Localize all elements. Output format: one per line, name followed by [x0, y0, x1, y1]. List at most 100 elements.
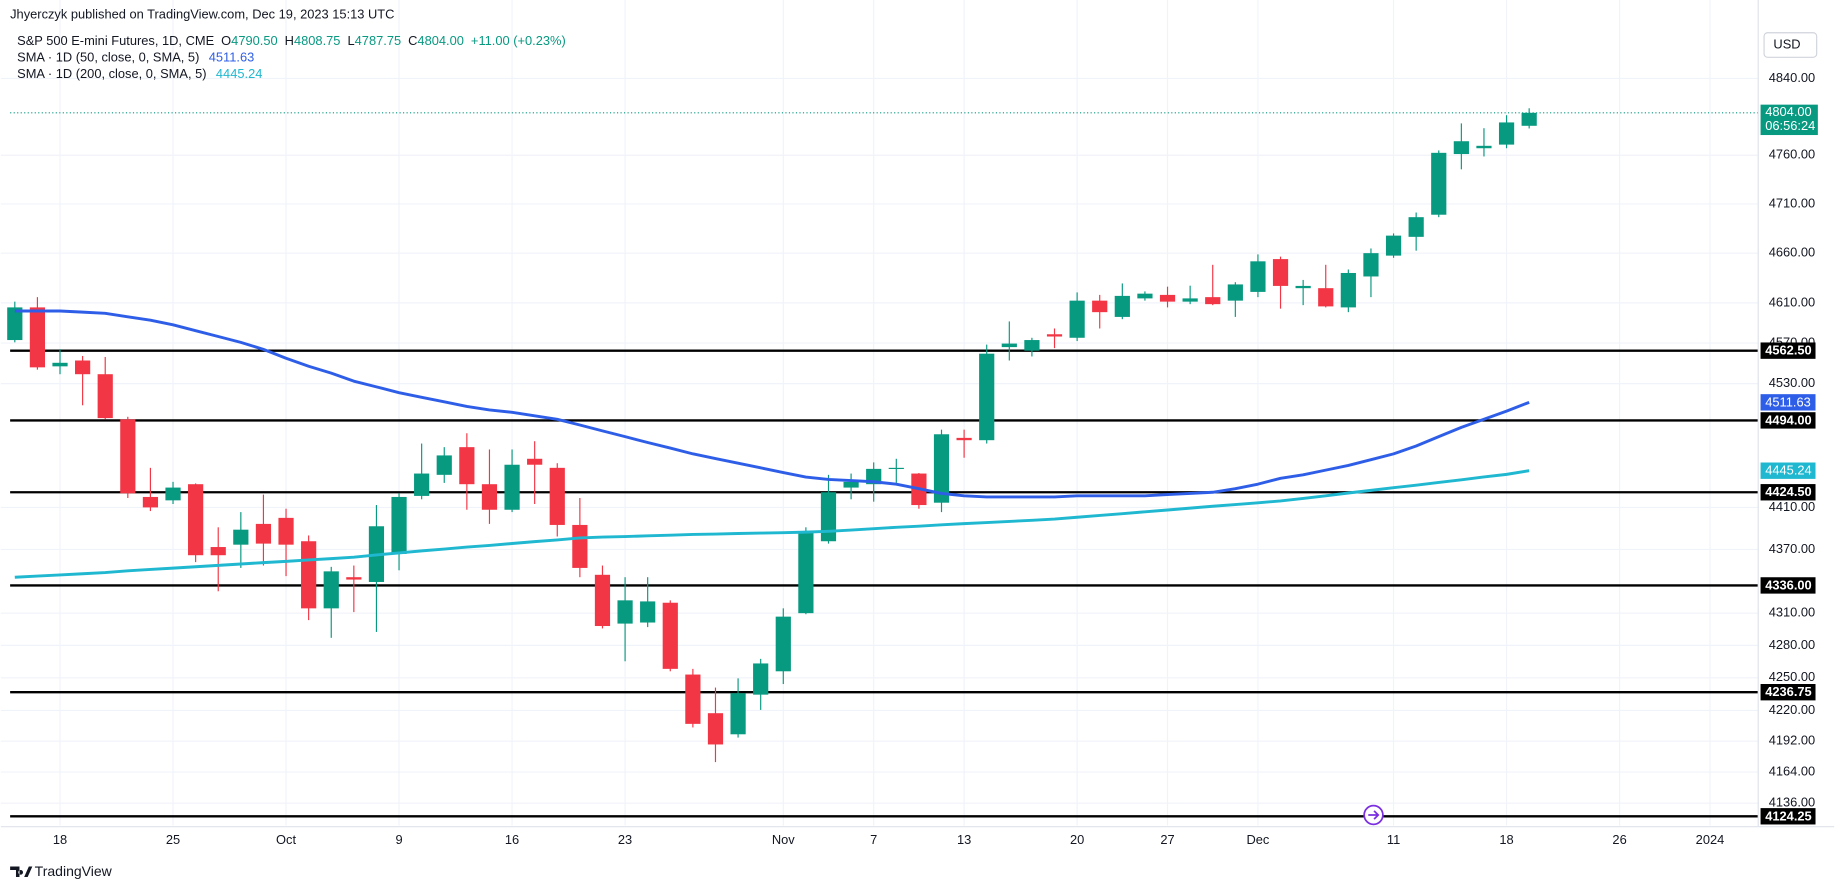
candle-body [527, 458, 543, 465]
candle-body [52, 362, 68, 367]
candle-body [1046, 334, 1063, 337]
x-tick-label: 18 [1499, 832, 1513, 847]
candle-body [707, 713, 724, 745]
sma200-legend: SMA · 1D (200, close, 0, SMA, 5) 4445.24 [17, 66, 262, 81]
candle-body [120, 419, 136, 494]
published-line: Jhyerczyk published on TradingView.com, … [10, 7, 394, 22]
currency-label[interactable]: USD [1773, 36, 1800, 51]
candle-body [1431, 152, 1447, 215]
y-tick-label: 4164.00 [1769, 763, 1815, 778]
level-badge [1760, 342, 1816, 359]
candle-body [278, 517, 294, 545]
footer-logo: TradingView [10, 863, 113, 879]
y-tick-label: 4310.00 [1769, 605, 1815, 620]
candle-body [572, 524, 588, 568]
candle-body [753, 663, 769, 695]
sma-badge [1760, 394, 1816, 411]
countdown-label: 06:56:24 [1765, 118, 1815, 133]
high-value: 4808.75 [294, 33, 340, 48]
y-tick-label: 4840.00 [1769, 70, 1815, 85]
candle-body [1182, 298, 1198, 302]
candle-body [1453, 141, 1469, 155]
candle-body [346, 577, 362, 580]
candle-body [594, 574, 611, 627]
low-label: L [347, 33, 354, 48]
candle-body [233, 529, 249, 545]
candle-body [97, 374, 113, 419]
candle-body [798, 532, 814, 614]
candle-body [820, 492, 837, 542]
sma-badge-label: 4445.24 [1765, 463, 1811, 478]
candle-body [979, 353, 995, 441]
candle-body [685, 674, 701, 724]
candle-body [210, 547, 226, 556]
open-value: 4790.50 [231, 33, 277, 48]
sma200-value: 4445.24 [216, 66, 262, 81]
candle-body [1137, 293, 1153, 299]
candle-body [1114, 295, 1130, 317]
x-tick-label: 16 [505, 832, 519, 847]
x-tick-label: 25 [166, 832, 180, 847]
candle-body [255, 523, 272, 544]
level-label: 4424.50 [1765, 484, 1811, 499]
candle-body [888, 467, 904, 470]
close-value: 4804.00 [417, 33, 463, 48]
currency-button[interactable]: USD [1763, 32, 1818, 58]
y-tick-label: 4192.00 [1769, 733, 1815, 748]
level-badge [1760, 484, 1816, 501]
alert-icon[interactable] [1363, 804, 1384, 826]
candle-body [730, 693, 746, 735]
currency-button-frame[interactable] [1763, 32, 1818, 58]
x-tick-label: 26 [1612, 832, 1626, 847]
candle-body [301, 541, 317, 609]
candle-body [504, 464, 520, 510]
x-tick-label: 9 [395, 832, 402, 847]
alert-arrow[interactable] [1368, 810, 1380, 820]
candle-body [1340, 272, 1356, 308]
candle-body [1205, 297, 1221, 305]
sma-badge [1760, 462, 1816, 479]
candle-body [459, 447, 475, 485]
x-tick-label: 27 [1160, 832, 1174, 847]
low-value: 4787.75 [355, 33, 401, 48]
footer-brand: TradingView [35, 863, 113, 879]
x-tick-label: Oct [276, 832, 296, 847]
candle-body [1295, 285, 1311, 289]
logo-mark [10, 866, 33, 877]
candle-body [1159, 294, 1176, 302]
level-badge [1760, 577, 1816, 594]
symbol-legend: S&P 500 E-mini Futures, 1D, CME O4790.50 H… [17, 33, 566, 48]
y-tick-label: 4530.00 [1769, 375, 1815, 390]
level-badge [1760, 412, 1816, 429]
symbol: S&P 500 E-mini Futures, 1D, CME [17, 33, 214, 48]
open-label: O [221, 33, 231, 48]
candle-body [29, 307, 46, 368]
candle-body [414, 473, 430, 496]
candle-body [956, 437, 972, 441]
candle-body [165, 487, 181, 501]
change-value: +11.00 (+0.23%) [471, 33, 566, 48]
y-tick-label: 4136.00 [1769, 795, 1815, 810]
y-tick-label: 4370.00 [1769, 541, 1815, 556]
level-label: 4562.50 [1765, 343, 1811, 358]
candle-body [1476, 145, 1492, 149]
y-tick-label: 4250.00 [1769, 669, 1815, 684]
level-label: 4236.75 [1765, 684, 1811, 699]
candle-body [1024, 340, 1040, 351]
y-tick-label: 4660.00 [1769, 245, 1815, 260]
candle-body [1498, 122, 1515, 145]
candle-body [640, 601, 656, 623]
candle-body [1272, 259, 1289, 286]
level-label: 4494.00 [1765, 412, 1811, 427]
x-tick-label: 23 [618, 832, 632, 847]
x-tick-label: Nov [772, 832, 795, 847]
last-price-label: 4804.00 [1765, 104, 1811, 119]
y-tick-label: 4760.00 [1769, 147, 1815, 162]
x-tick-label: 13 [957, 832, 971, 847]
candle-body [1250, 261, 1266, 292]
high-label: H [285, 33, 294, 48]
candle-body [7, 307, 23, 341]
sma50-legend: SMA · 1D (50, close, 0, SMA, 5) 4511.63 [17, 50, 254, 65]
